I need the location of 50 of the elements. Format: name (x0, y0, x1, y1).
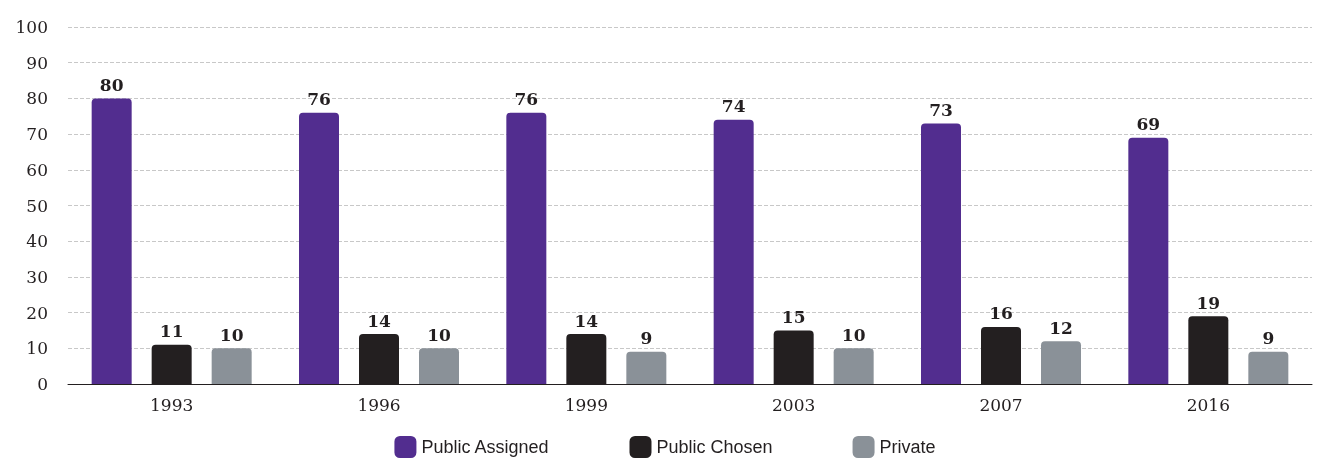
bar (833, 348, 874, 384)
bar (506, 112, 547, 384)
legend-label: Public Assigned (421, 437, 549, 457)
bar (211, 348, 252, 384)
data-label: 69 (1136, 114, 1161, 135)
y-tick-label: 40 (26, 231, 48, 252)
data-label: 19 (1196, 292, 1221, 313)
data-label: 9 (1262, 328, 1275, 349)
y-tick-label: 100 (15, 17, 48, 37)
x-tick-label: 1996 (357, 394, 401, 415)
y-tick-label: 70 (26, 124, 48, 145)
x-tick-label: 2016 (1186, 394, 1230, 415)
bar (91, 98, 132, 384)
data-label: 10 (841, 324, 866, 345)
y-tick-label: 90 (26, 52, 48, 73)
y-tick-label: 10 (26, 338, 48, 359)
data-label: 15 (781, 306, 806, 327)
data-label: 12 (1049, 317, 1073, 338)
data-label: 73 (929, 99, 953, 120)
bar (1041, 341, 1081, 384)
bar (626, 351, 667, 384)
legend-label: Private (879, 437, 936, 457)
x-tick-label: 1999 (564, 394, 608, 415)
y-tick-label: 30 (26, 266, 48, 287)
data-label: 11 (159, 321, 184, 342)
legend-label: Public Chosen (656, 437, 773, 457)
data-label: 16 (989, 303, 1013, 324)
bar (299, 112, 339, 384)
data-label: 14 (574, 310, 599, 331)
y-tick-label: 80 (26, 88, 48, 109)
x-tick-label: 2003 (772, 394, 816, 415)
data-label: 10 (219, 324, 244, 345)
y-tick-label: 50 (26, 195, 48, 216)
x-tick-label: 2007 (979, 394, 1023, 415)
data-label: 74 (721, 96, 746, 117)
x-tick-label: 1993 (150, 394, 194, 415)
data-label: 14 (367, 310, 391, 331)
bar (713, 119, 754, 384)
y-tick-label: 0 (37, 374, 48, 394)
data-label: 9 (640, 328, 653, 349)
data-label: 80 (99, 74, 124, 95)
bar (419, 348, 459, 384)
data-label: 76 (307, 89, 331, 110)
data-label: 76 (514, 89, 539, 110)
bar (1248, 351, 1289, 384)
y-tick-label: 20 (26, 302, 48, 323)
y-tick-label: 60 (26, 159, 48, 180)
data-label: 10 (427, 324, 451, 345)
bar (921, 123, 961, 384)
bar (1128, 137, 1169, 384)
